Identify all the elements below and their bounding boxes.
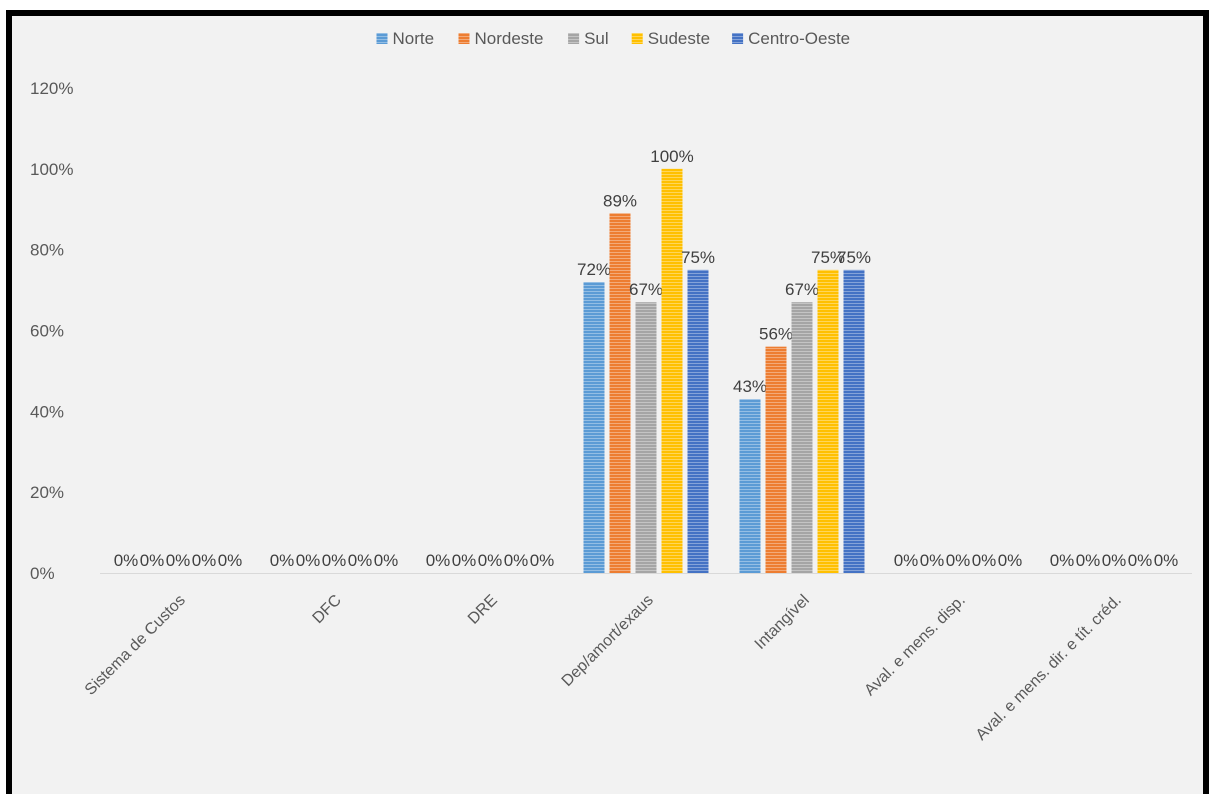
legend-swatch-texture [376,33,388,44]
category-group: 0% 0% 0% 0% 0% [426,551,555,570]
legend-item: Sul [568,29,609,48]
y-tick-label: 20% [30,483,64,502]
data-label: 0% [452,551,477,570]
data-label: 67% [785,280,819,299]
data-label: 89% [603,191,637,210]
category-group: 0% 0% 0% 0% 0% [1050,551,1179,570]
data-label: 0% [972,551,997,570]
data-label: 0% [296,551,321,570]
data-label: 0% [426,551,451,570]
data-label: 0% [504,551,529,570]
data-label: 0% [114,551,139,570]
y-tick-label: 100% [30,160,73,179]
bar-texture [791,302,813,573]
legend-item: Centro-Oeste [732,29,850,48]
bar-texture [817,269,839,573]
data-label: 0% [920,551,945,570]
data-label: 0% [998,551,1023,570]
y-tick-label: 60% [30,322,64,341]
category-group: 0% 0% 0% 0% 0% [270,551,399,570]
bar-texture [687,269,709,573]
data-label: 67% [629,280,663,299]
bars: 0% 0% 0% 0% 0% 0% 0% 0% 0% 0% 0% 0% 0% 0% 0%72%89%67%1… [114,147,1179,574]
legend-label: Centro-Oeste [748,29,850,48]
data-label: 0% [1128,551,1153,570]
legend-label: Sul [584,29,609,48]
data-label: 0% [1076,551,1101,570]
category-label: DFC [310,592,345,627]
chart-frame: Norte Nordeste Sul Sudeste Centro-Oeste 0% 20… [6,10,1209,794]
category-label: DRE [465,592,501,628]
data-label: 0% [894,551,919,570]
x-axis: Sistema de Custos DFC DRE Dep/amort/exaus In… [82,592,1125,744]
legend-swatch-texture [568,33,580,44]
y-tick-label: 0% [30,564,55,583]
data-label: 0% [140,551,165,570]
data-label: 56% [759,325,793,344]
data-label: 75% [837,248,871,267]
bar-texture [739,399,761,573]
data-label: 72% [577,260,611,279]
category-group: 0% 0% 0% 0% 0% [114,551,243,570]
bar-chart: Norte Nordeste Sul Sudeste Centro-Oeste 0% 20… [30,29,1192,744]
data-label: 0% [1102,551,1127,570]
y-tick-label: 80% [30,241,64,260]
data-label: 0% [478,551,503,570]
bar-texture [661,168,683,574]
category-label: Sistema de Custos [82,592,189,699]
category-label: Dep/amort/exaus [559,592,657,690]
bar-texture [583,282,605,573]
bar-texture [843,269,865,573]
legend: Norte Nordeste Sul Sudeste Centro-Oeste [376,29,850,48]
legend-swatch-texture [458,33,470,44]
data-label: 0% [530,551,555,570]
category-group: 72% 89% 67% 100% 75% [577,147,715,574]
data-label: 0% [348,551,373,570]
category-label: Intangível [752,592,813,653]
data-label: 0% [166,551,191,570]
data-label: 0% [946,551,971,570]
data-label: 0% [374,551,399,570]
legend-label: Sudeste [648,29,710,48]
data-label: 43% [733,377,767,396]
category-group: 0% 0% 0% 0% 0% [894,551,1023,570]
legend-swatch-texture [732,33,744,44]
bar-texture [635,302,657,573]
data-label: 0% [270,551,295,570]
category-label: Aval. e mens. disp. [861,592,968,699]
y-tick-label: 120% [30,79,73,98]
data-label: 100% [650,147,693,166]
data-label: 75% [681,248,715,267]
category-label: Aval. e mens. dir. e tít. créd. [973,592,1125,744]
data-label: 75% [811,248,845,267]
data-label: 0% [322,551,347,570]
y-axis: 0% 20% 40% 60% 80% 100% 120% [30,79,1192,583]
legend-item: Nordeste [458,29,544,48]
legend-item: Sudeste [631,29,710,48]
legend-item: Norte [376,29,435,48]
data-label: 0% [192,551,217,570]
legend-label: Norte [393,29,435,48]
category-group: 43% 56% 67% 75%75% [733,248,871,573]
legend-label: Nordeste [475,29,544,48]
data-label: 0% [1154,551,1179,570]
y-tick-label: 40% [30,402,64,421]
bar-texture [765,346,787,573]
legend-swatch-texture [631,33,643,44]
data-label: 0% [1050,551,1075,570]
bar-texture [609,213,631,573]
data-label: 0% [218,551,243,570]
